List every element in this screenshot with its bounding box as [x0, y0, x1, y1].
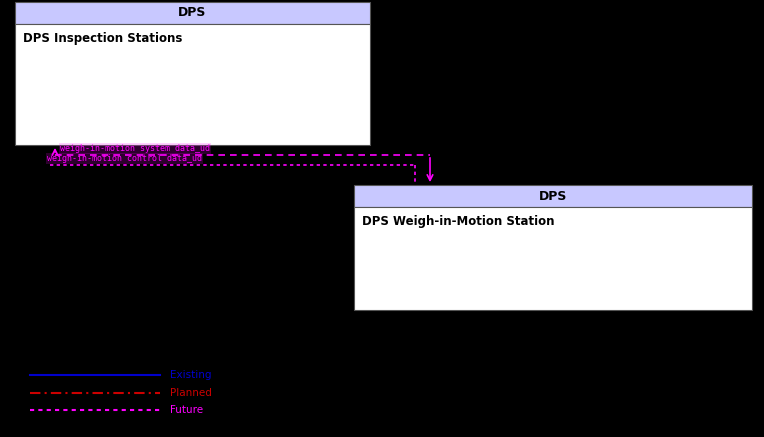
Text: DPS Weigh-in-Motion Station: DPS Weigh-in-Motion Station [362, 215, 555, 228]
Text: DPS: DPS [539, 190, 567, 202]
Text: Future: Future [170, 405, 203, 415]
Text: DPS Inspection Stations: DPS Inspection Stations [23, 32, 183, 45]
Bar [15, 24, 370, 145]
Bar [15, 2, 370, 24]
Text: Planned: Planned [170, 388, 212, 398]
Bar [354, 207, 752, 310]
Text: DPS: DPS [178, 7, 207, 20]
Bar [354, 185, 752, 207]
Text: weigh-in-motion control data_ud: weigh-in-motion control data_ud [47, 154, 202, 163]
Text: Existing: Existing [170, 370, 212, 380]
Text: weigh-in-motion system data_ud: weigh-in-motion system data_ud [60, 144, 210, 153]
